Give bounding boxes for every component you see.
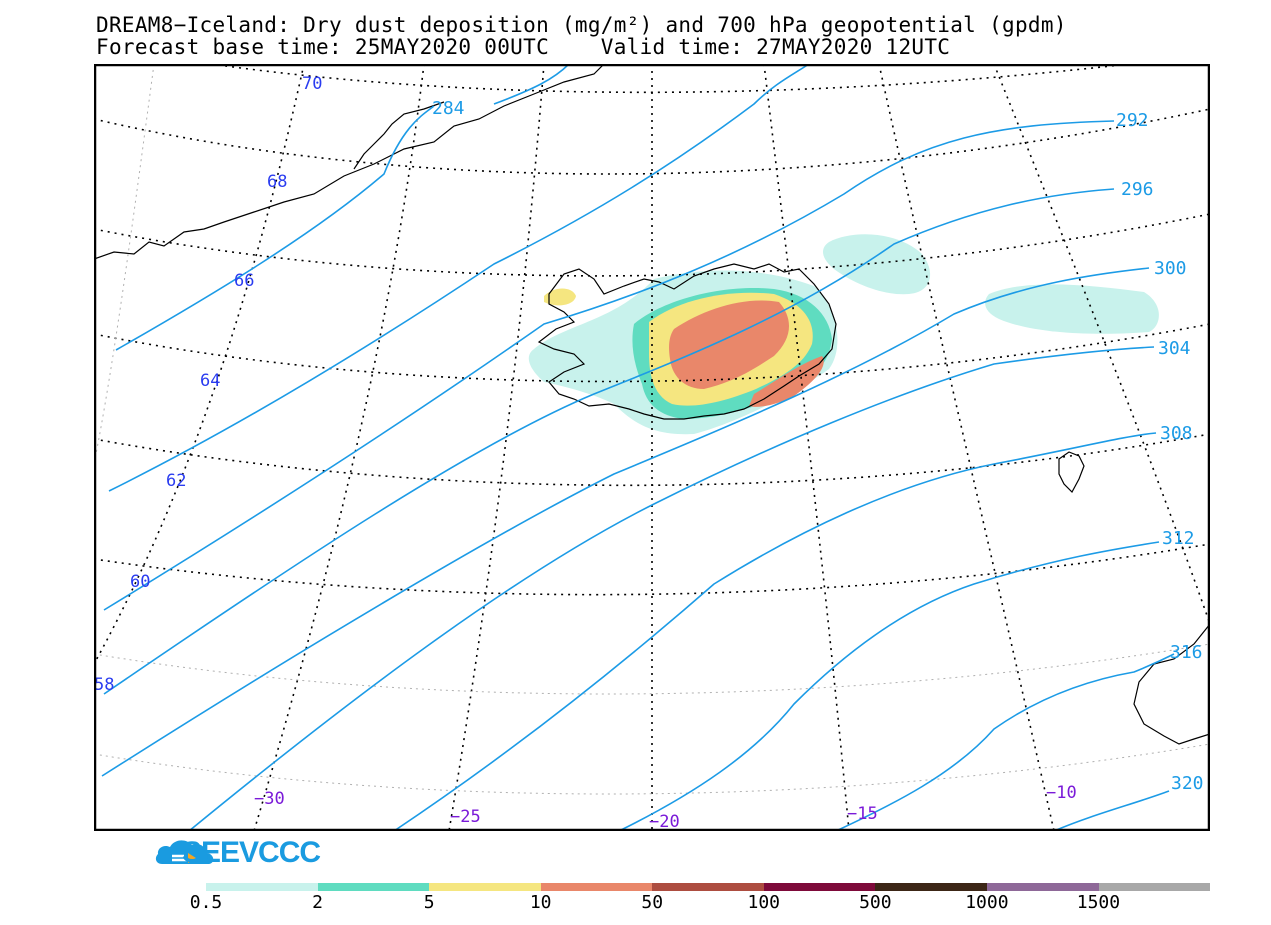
legend-swatch-3 [540, 883, 653, 891]
legend-swatch-1 [317, 883, 430, 891]
contour-312 [618, 541, 1160, 831]
graticule [94, 64, 1210, 831]
dust-shading [528, 234, 1159, 435]
norway-coast [1133, 623, 1210, 745]
meridian-10 [878, 64, 1055, 831]
dust-area-west [544, 288, 576, 306]
contour-label-308: 308 [1160, 423, 1193, 444]
lon-label-m25: −25 [450, 807, 481, 827]
dust-area-faint-east [985, 284, 1159, 334]
parallel-66 [94, 213, 1210, 277]
legend-swatch-6 [875, 883, 987, 891]
contour-288 [108, 64, 810, 492]
contour-320 [1053, 790, 1170, 831]
legend-label-4: 50 [641, 892, 664, 913]
legend-swatch-0 [206, 883, 318, 891]
map-frame: 284 292 296 300 304 308 312 316 320 70 6… [94, 64, 1210, 831]
contour-296 [103, 188, 1115, 695]
contour-label-316: 316 [1170, 642, 1203, 663]
contour-label-312: 312 [1162, 528, 1195, 549]
legend-swatch-4 [652, 883, 764, 891]
legend-label-5: 100 [747, 892, 781, 913]
graticule-faint [94, 64, 1210, 795]
faroe-islands [1058, 451, 1085, 493]
lat-label-68: 68 [267, 172, 287, 192]
lon-label-m10: −10 [1046, 783, 1077, 803]
contour-284 [115, 64, 570, 351]
lon-label-m15: −15 [847, 804, 878, 824]
contour-292 [103, 120, 1115, 611]
greenland-coast-inner [353, 101, 445, 170]
contour-304 [188, 346, 1155, 831]
lon-label-m20: −20 [649, 812, 680, 831]
legend-label-0: 0.5 [189, 892, 223, 913]
dust-area-orange-south [749, 356, 824, 407]
contour-label-320: 320 [1171, 773, 1204, 794]
parallel-70 [206, 64, 1136, 94]
parallel-68 [94, 108, 1210, 175]
meridian-5 [993, 64, 1210, 625]
legend-swatch-2 [429, 883, 541, 891]
iceland-coast [537, 263, 837, 420]
legend-label-2: 5 [423, 892, 435, 913]
legend-colorbar [206, 883, 1211, 891]
legend-label-7: 1000 [965, 892, 1009, 913]
lat-label-58: 58 [94, 675, 114, 695]
contour-label-296: 296 [1121, 179, 1154, 200]
contour-label-284: 284 [432, 98, 465, 119]
lat-label-70: 70 [302, 74, 322, 94]
map-border [94, 64, 1210, 831]
seevccc-wordmark: SEEVCCC [182, 836, 321, 869]
legend-swatch-5 [763, 883, 876, 891]
geopotential-contours [101, 64, 1175, 831]
parallel-64 [94, 323, 1210, 383]
meridian-15 [763, 64, 850, 831]
greenland-coast [94, 64, 605, 260]
legend-swatch-7 [986, 883, 1099, 891]
contour-label-300: 300 [1154, 258, 1187, 279]
coastlines [94, 64, 1210, 745]
legend-label-3: 10 [529, 892, 552, 913]
title-line-1: DREAM8−Iceland: Dry dust deposition (mg/… [96, 13, 1067, 37]
lat-label-66: 66 [234, 271, 254, 291]
legend-label-8: 1500 [1076, 892, 1121, 913]
legend-swatch-8 [1098, 883, 1211, 891]
legend-label-1: 2 [312, 892, 323, 913]
contour-308 [393, 432, 1157, 831]
parallel-62 [94, 433, 1210, 487]
contour-300 [101, 267, 1150, 777]
title-line-2: Forecast base time: 25MAY2020 00UTC Vali… [96, 35, 951, 59]
legend-label-6: 500 [859, 892, 892, 913]
contour-316 [835, 653, 1175, 831]
lat-label-60: 60 [130, 572, 150, 592]
dust-area-faint-north [822, 234, 931, 295]
lat-label-62: 62 [166, 471, 186, 491]
seevccc-logo [155, 840, 214, 864]
lat-label-64: 64 [200, 371, 220, 391]
contour-label-304: 304 [1158, 338, 1191, 359]
lon-label-m30: −30 [254, 789, 285, 809]
cloud-icon [155, 840, 214, 864]
contour-label-292: 292 [1116, 110, 1149, 131]
meridian-25 [448, 64, 545, 831]
